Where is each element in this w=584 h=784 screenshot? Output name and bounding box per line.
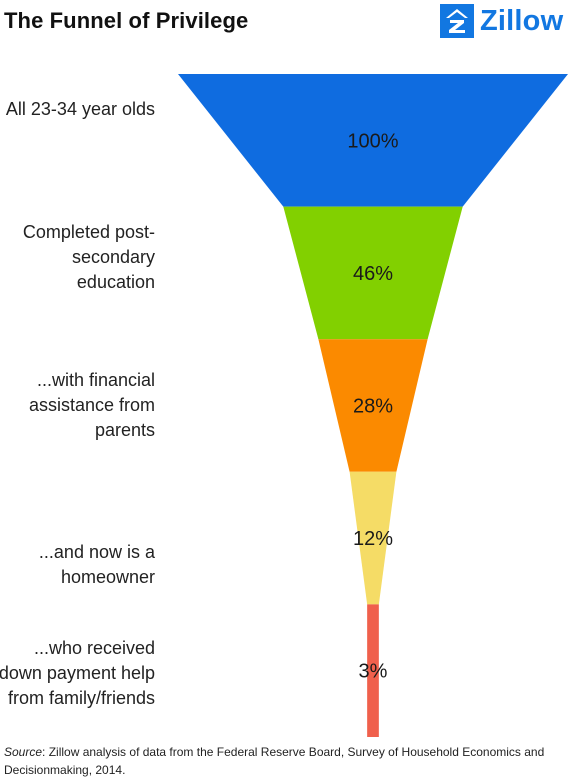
value-label-homeowner: 12%: [353, 528, 393, 550]
stage-label-assistance: ...with financial assistance from parent…: [28, 370, 155, 440]
zillow-logo: Zillow: [440, 2, 563, 40]
value-label-assistance: 28%: [353, 396, 393, 418]
stage-label-down-payment: ...who received down payment help from f…: [0, 638, 155, 708]
zillow-z-icon: [440, 4, 474, 38]
value-label-all: 100%: [347, 130, 398, 152]
funnel-segment-all: [178, 74, 568, 207]
chart-title: The Funnel of Privilege: [4, 8, 249, 33]
source-note: Source: Zillow analysis of data from the…: [4, 743, 580, 779]
funnel-segment-homeowner: [349, 471, 397, 605]
stage-label-education: Completed post-secondary education: [22, 222, 155, 292]
funnel-segment-education: [283, 206, 463, 340]
funnel-chart: 100% 46% 28% 12% 3%: [178, 74, 568, 737]
source-prefix: Source: [4, 745, 43, 759]
source-text: : Zillow analysis of data from the Feder…: [4, 745, 545, 777]
logo-text: Zillow: [480, 4, 564, 37]
funnel-segment-down-payment: [367, 604, 379, 737]
value-label-down-payment: 3%: [359, 661, 388, 683]
stage-label-all: All 23-34 year olds: [5, 99, 155, 119]
funnel-segment-assistance: [318, 339, 428, 472]
stage-label-homeowner: ...and now is a homeowner: [38, 542, 155, 587]
value-label-education: 46%: [353, 263, 393, 285]
